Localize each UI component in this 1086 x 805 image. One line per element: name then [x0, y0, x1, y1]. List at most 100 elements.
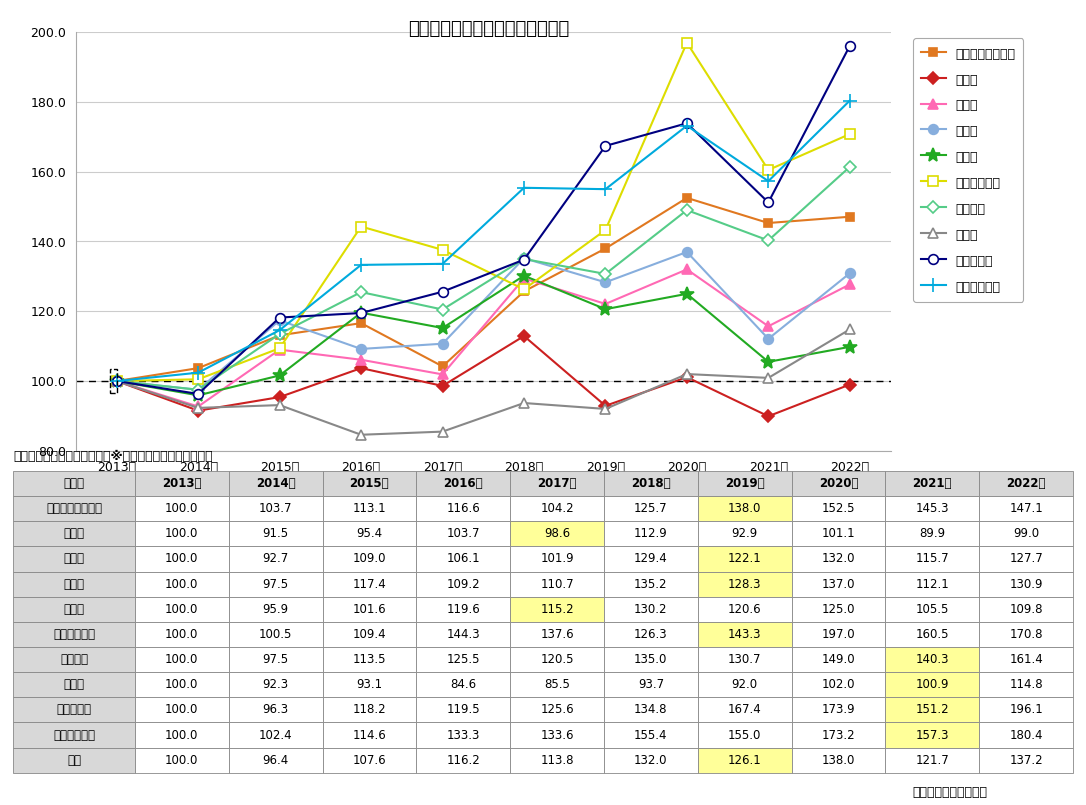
Bar — [229, 547, 323, 572]
Bar — [135, 471, 229, 496]
Text: 143.3: 143.3 — [728, 628, 761, 641]
Bar — [792, 496, 885, 522]
Bar — [135, 572, 229, 597]
建設業 — [437, 381, 450, 390]
Text: 115.2: 115.2 — [540, 603, 573, 616]
農・林・漁・鉱業 — [355, 318, 368, 328]
Text: 100.0: 100.0 — [165, 653, 199, 666]
Bar — [510, 621, 604, 647]
小売業 — [518, 270, 531, 280]
Text: 138.0: 138.0 — [822, 753, 855, 766]
Bar — [792, 723, 885, 748]
Text: 157.3: 157.3 — [915, 729, 949, 741]
Bar — [229, 723, 323, 748]
Text: 173.2: 173.2 — [822, 729, 856, 741]
製造業 — [192, 402, 205, 411]
小売業 — [111, 376, 124, 386]
Text: 不動産業: 不動産業 — [60, 653, 88, 666]
Text: 122.1: 122.1 — [728, 552, 761, 565]
Bar — [416, 672, 510, 697]
情報通信業 — [518, 255, 531, 265]
Bar — [510, 471, 604, 496]
Bar — [229, 621, 323, 647]
Line: サービス業他: サービス業他 — [110, 93, 857, 388]
Text: 120.6: 120.6 — [728, 603, 761, 616]
Text: 101.6: 101.6 — [353, 603, 387, 616]
金融・保険業 — [762, 165, 775, 175]
Bar — [135, 672, 229, 697]
Bar — [885, 522, 980, 547]
Text: 180.4: 180.4 — [1009, 729, 1043, 741]
Bar — [697, 471, 792, 496]
情報通信業 — [111, 376, 124, 386]
Bar — [980, 647, 1073, 672]
Text: 91.5: 91.5 — [263, 527, 289, 540]
Bar — [135, 597, 229, 621]
運輸業 — [274, 400, 287, 410]
建設業 — [274, 392, 287, 402]
Bar — [323, 471, 416, 496]
卸売業 — [355, 344, 368, 353]
金融・保険業 — [355, 221, 368, 231]
運輸業 — [844, 324, 857, 334]
建設業 — [518, 331, 531, 341]
Text: 119.5: 119.5 — [446, 704, 480, 716]
Bar — [135, 748, 229, 773]
Text: 産業別　法人企業退出指数の推移: 産業別 法人企業退出指数の推移 — [408, 20, 569, 38]
Text: 105.5: 105.5 — [915, 603, 949, 616]
Bar — [885, 572, 980, 597]
Bar — [980, 522, 1073, 547]
小売業 — [274, 370, 287, 380]
不動産業 — [111, 376, 124, 386]
Text: 100.0: 100.0 — [165, 502, 199, 515]
金融・保険業 — [437, 245, 450, 254]
Text: 95.9: 95.9 — [263, 603, 289, 616]
Bar — [135, 647, 229, 672]
Bar — [792, 748, 885, 773]
金融・保険業 — [111, 376, 124, 386]
Text: 170.8: 170.8 — [1009, 628, 1043, 641]
Line: 運輸業: 運輸業 — [112, 324, 855, 440]
Text: 97.5: 97.5 — [263, 653, 289, 666]
建設業 — [111, 376, 124, 386]
Bar — [229, 697, 323, 723]
サービス業他 — [844, 96, 857, 105]
製造業 — [437, 369, 450, 379]
Bar — [885, 547, 980, 572]
Bar — [792, 672, 885, 697]
Bar — [980, 572, 1073, 597]
卸売業 — [192, 385, 205, 394]
運輸業 — [355, 430, 368, 440]
Text: 2021年: 2021年 — [912, 477, 952, 490]
Text: 102.4: 102.4 — [258, 729, 292, 741]
Bar — [980, 748, 1073, 773]
小売業 — [680, 289, 694, 299]
Text: 155.0: 155.0 — [728, 729, 761, 741]
Bar — [980, 597, 1073, 621]
Text: 137.0: 137.0 — [822, 578, 855, 591]
Bar — [980, 697, 1073, 723]
金融・保険業 — [518, 284, 531, 294]
Text: 小売業: 小売業 — [63, 603, 85, 616]
建設業 — [192, 406, 205, 415]
Text: 117.4: 117.4 — [353, 578, 387, 591]
Text: 115.7: 115.7 — [915, 552, 949, 565]
Bar — [323, 496, 416, 522]
Text: 2022年: 2022年 — [1007, 477, 1046, 490]
Bar — [510, 597, 604, 621]
Text: 2014年: 2014年 — [256, 477, 295, 490]
Bar — [323, 748, 416, 773]
Bar — [13, 647, 135, 672]
Bar — [135, 496, 229, 522]
Bar — [416, 748, 510, 773]
Text: 建設業: 建設業 — [63, 527, 85, 540]
Bar — [604, 723, 697, 748]
Text: 2020年: 2020年 — [819, 477, 858, 490]
Text: 運輸業: 運輸業 — [63, 679, 85, 691]
不動産業 — [680, 205, 694, 215]
Bar — [323, 572, 416, 597]
Text: 113.1: 113.1 — [353, 502, 387, 515]
Text: 97.5: 97.5 — [263, 578, 289, 591]
不動産業 — [518, 254, 531, 264]
Text: 197.0: 197.0 — [822, 628, 856, 641]
